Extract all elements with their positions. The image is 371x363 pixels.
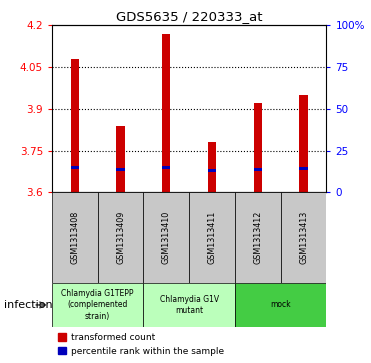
Text: GSM1313411: GSM1313411 <box>208 211 217 264</box>
Bar <box>189 192 235 283</box>
Text: GSM1313408: GSM1313408 <box>70 211 79 264</box>
Bar <box>254 103 262 192</box>
Text: GSM1313410: GSM1313410 <box>162 211 171 264</box>
Bar <box>52 283 144 327</box>
Bar <box>162 34 170 192</box>
Text: infection: infection <box>4 300 52 310</box>
Bar <box>235 283 326 327</box>
Bar <box>116 168 125 171</box>
Bar <box>52 192 98 283</box>
Bar <box>208 142 216 192</box>
Text: GSM1313412: GSM1313412 <box>253 211 262 265</box>
Title: GDS5635 / 220333_at: GDS5635 / 220333_at <box>116 10 262 23</box>
Legend: transformed count, percentile rank within the sample: transformed count, percentile rank withi… <box>56 331 226 357</box>
Text: GSM1313409: GSM1313409 <box>116 211 125 265</box>
Bar <box>254 168 262 171</box>
Text: Chlamydia G1V
mutant: Chlamydia G1V mutant <box>160 295 219 315</box>
Bar <box>299 95 308 192</box>
Bar <box>71 166 79 169</box>
Bar <box>144 283 235 327</box>
Bar <box>299 167 308 170</box>
Text: mock: mock <box>270 301 291 309</box>
Bar <box>208 169 216 172</box>
Bar <box>144 192 189 283</box>
Bar <box>116 126 125 192</box>
Bar <box>71 59 79 192</box>
Bar <box>235 192 281 283</box>
Text: GSM1313413: GSM1313413 <box>299 211 308 264</box>
Bar <box>98 192 144 283</box>
Bar <box>281 192 326 283</box>
Text: Chlamydia G1TEPP
(complemented
strain): Chlamydia G1TEPP (complemented strain) <box>62 289 134 321</box>
Bar <box>162 166 170 169</box>
